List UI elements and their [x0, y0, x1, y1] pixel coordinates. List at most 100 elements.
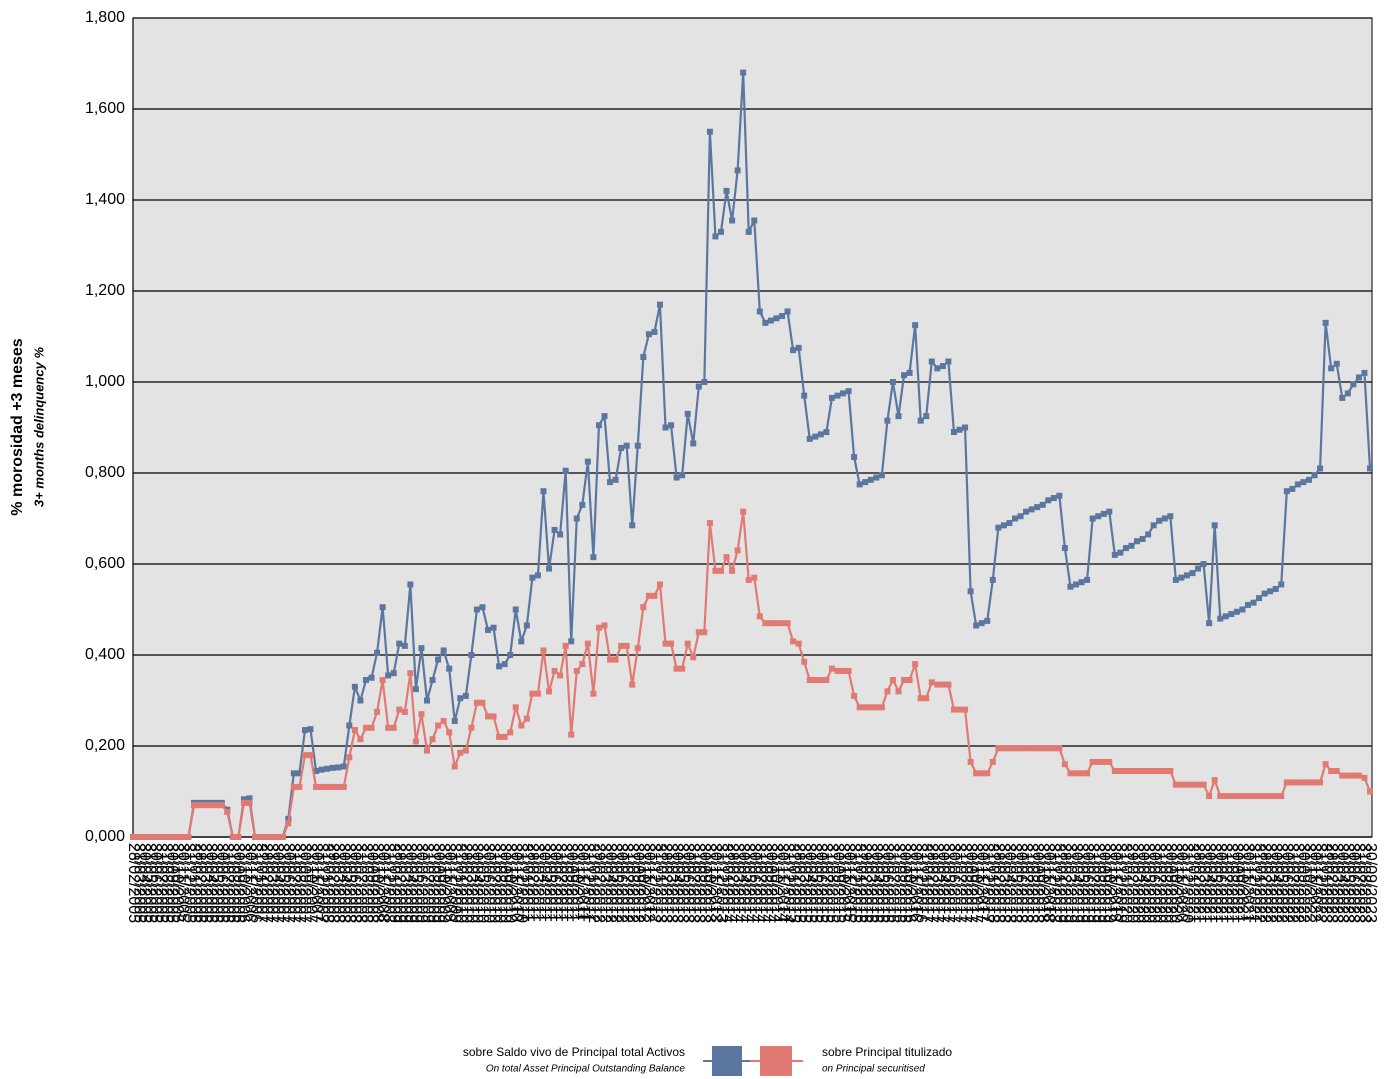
x-tick-label: 30/11/2019: [1107, 843, 1124, 922]
point-marker: [1328, 365, 1335, 372]
point-marker: [601, 413, 608, 420]
point-marker: [501, 661, 508, 668]
x-tick-label: 31/03/2012: [596, 843, 613, 923]
point-marker: [1067, 770, 1074, 777]
x-tick-label: 30/06/2017: [946, 843, 963, 923]
x-tick-label: 31/10/2007: [302, 843, 319, 923]
point-marker: [435, 656, 442, 663]
y-tick-label: 0,200: [85, 737, 125, 754]
point-marker: [978, 770, 985, 777]
point-marker: [346, 754, 353, 761]
point-marker: [1145, 531, 1152, 538]
x-tick-label: 31/10/2021: [1234, 843, 1251, 923]
point-marker: [662, 640, 669, 647]
point-marker: [1122, 768, 1129, 775]
x-tick-label: 31/08/2006: [225, 843, 242, 923]
point-marker: [418, 711, 425, 718]
x-tick-label: 30/06/2006: [214, 843, 231, 923]
x-tick-label: 31/01/2012: [585, 843, 602, 923]
x-tick-label: 31/12/2008: [380, 843, 397, 923]
x-tick-label: 31/08/2010: [491, 843, 508, 923]
x-tick-label: 30/09/2012: [630, 843, 647, 923]
point-marker: [240, 799, 247, 806]
point-marker: [152, 834, 159, 840]
x-tick-label: 31/12/2021: [1245, 843, 1262, 923]
point-marker: [590, 690, 597, 697]
point-marker: [335, 783, 342, 790]
point-marker: [1189, 570, 1196, 577]
x-tick-label: 31/12/2018: [1046, 843, 1063, 923]
x-tick-label: 30/04/2021: [1201, 843, 1218, 923]
point-marker: [1128, 542, 1135, 549]
point-marker: [1206, 620, 1213, 627]
point-marker: [806, 435, 813, 442]
point-marker: [1178, 781, 1185, 788]
point-marker: [862, 479, 869, 486]
y-axis-subtitle: 3+ months delinquency %: [31, 347, 46, 507]
point-marker: [584, 458, 591, 465]
point-marker: [856, 481, 863, 488]
point-marker: [529, 574, 536, 581]
x-tick-label: 30/11/2012: [641, 843, 658, 922]
point-marker: [1056, 745, 1063, 752]
point-marker: [873, 704, 880, 711]
x-tick-label: 31/10/2009: [435, 843, 452, 923]
x-tick-label: 31/10/2010: [502, 843, 519, 923]
point-marker: [401, 708, 408, 715]
point-marker: [501, 733, 508, 740]
point-marker: [618, 444, 625, 451]
x-tick-label: 31/12/2014: [779, 843, 796, 923]
x-tick-label: 31/07/2017: [951, 843, 968, 923]
x-tick-label: 31/07/2008: [352, 843, 369, 923]
x-tick-label: 30/09/2021: [1229, 843, 1246, 923]
x-tick-label: 31/05/2017: [940, 843, 957, 923]
point-marker: [745, 228, 752, 235]
point-marker: [1172, 781, 1179, 788]
point-marker: [917, 417, 924, 424]
point-marker: [473, 699, 480, 706]
point-marker: [801, 658, 808, 665]
x-tick-label: 31/01/2019: [1051, 843, 1068, 923]
x-tick-label: 30/11/2016: [907, 843, 924, 922]
point-marker: [473, 606, 480, 613]
x-tick-label: 31/03/2014: [729, 843, 746, 923]
point-marker: [1228, 793, 1235, 800]
x-tick-label: 31/03/2005: [130, 843, 147, 923]
point-marker: [396, 640, 403, 647]
point-marker: [462, 747, 469, 754]
point-marker: [767, 317, 774, 324]
point-marker: [290, 783, 297, 790]
x-tick-label: 30/04/2005: [136, 843, 153, 923]
point-marker: [995, 745, 1002, 752]
point-marker: [534, 690, 541, 697]
x-tick-label: 30/04/2016: [868, 843, 885, 923]
x-tick-label: 28/02/2010: [458, 843, 475, 923]
x-tick-label: 31/08/2009: [424, 843, 441, 923]
x-tick-label: 31/01/2017: [918, 843, 935, 923]
point-marker: [623, 442, 630, 449]
point-marker: [1294, 779, 1301, 786]
point-marker: [207, 802, 214, 809]
x-tick-label: 29/02/2008: [324, 843, 341, 923]
point-marker: [257, 834, 264, 840]
legend-sublabel: On total Asset Principal Outstanding Bal…: [486, 1064, 686, 1075]
point-marker: [607, 656, 614, 663]
point-marker: [1023, 745, 1030, 752]
point-marker: [446, 665, 453, 672]
point-marker: [1250, 599, 1257, 606]
point-marker: [1006, 745, 1013, 752]
x-tick-label: 31/07/2006: [219, 843, 236, 923]
x-tick-label: 30/06/2012: [613, 843, 630, 923]
point-marker: [1039, 745, 1046, 752]
x-tick-label: 30/06/2013: [679, 843, 696, 923]
point-marker: [1195, 565, 1202, 572]
point-marker: [1361, 369, 1368, 376]
point-marker: [873, 474, 880, 481]
x-tick-label: 31/07/2013: [685, 843, 702, 923]
x-tick-label: 31/05/2021: [1206, 843, 1223, 923]
point-marker: [1189, 781, 1196, 788]
x-tick-label: 31/03/2008: [330, 843, 347, 923]
x-tick-label: 30/09/2022: [1295, 843, 1312, 923]
point-marker: [701, 629, 708, 636]
legend-swatch: [712, 1046, 742, 1076]
